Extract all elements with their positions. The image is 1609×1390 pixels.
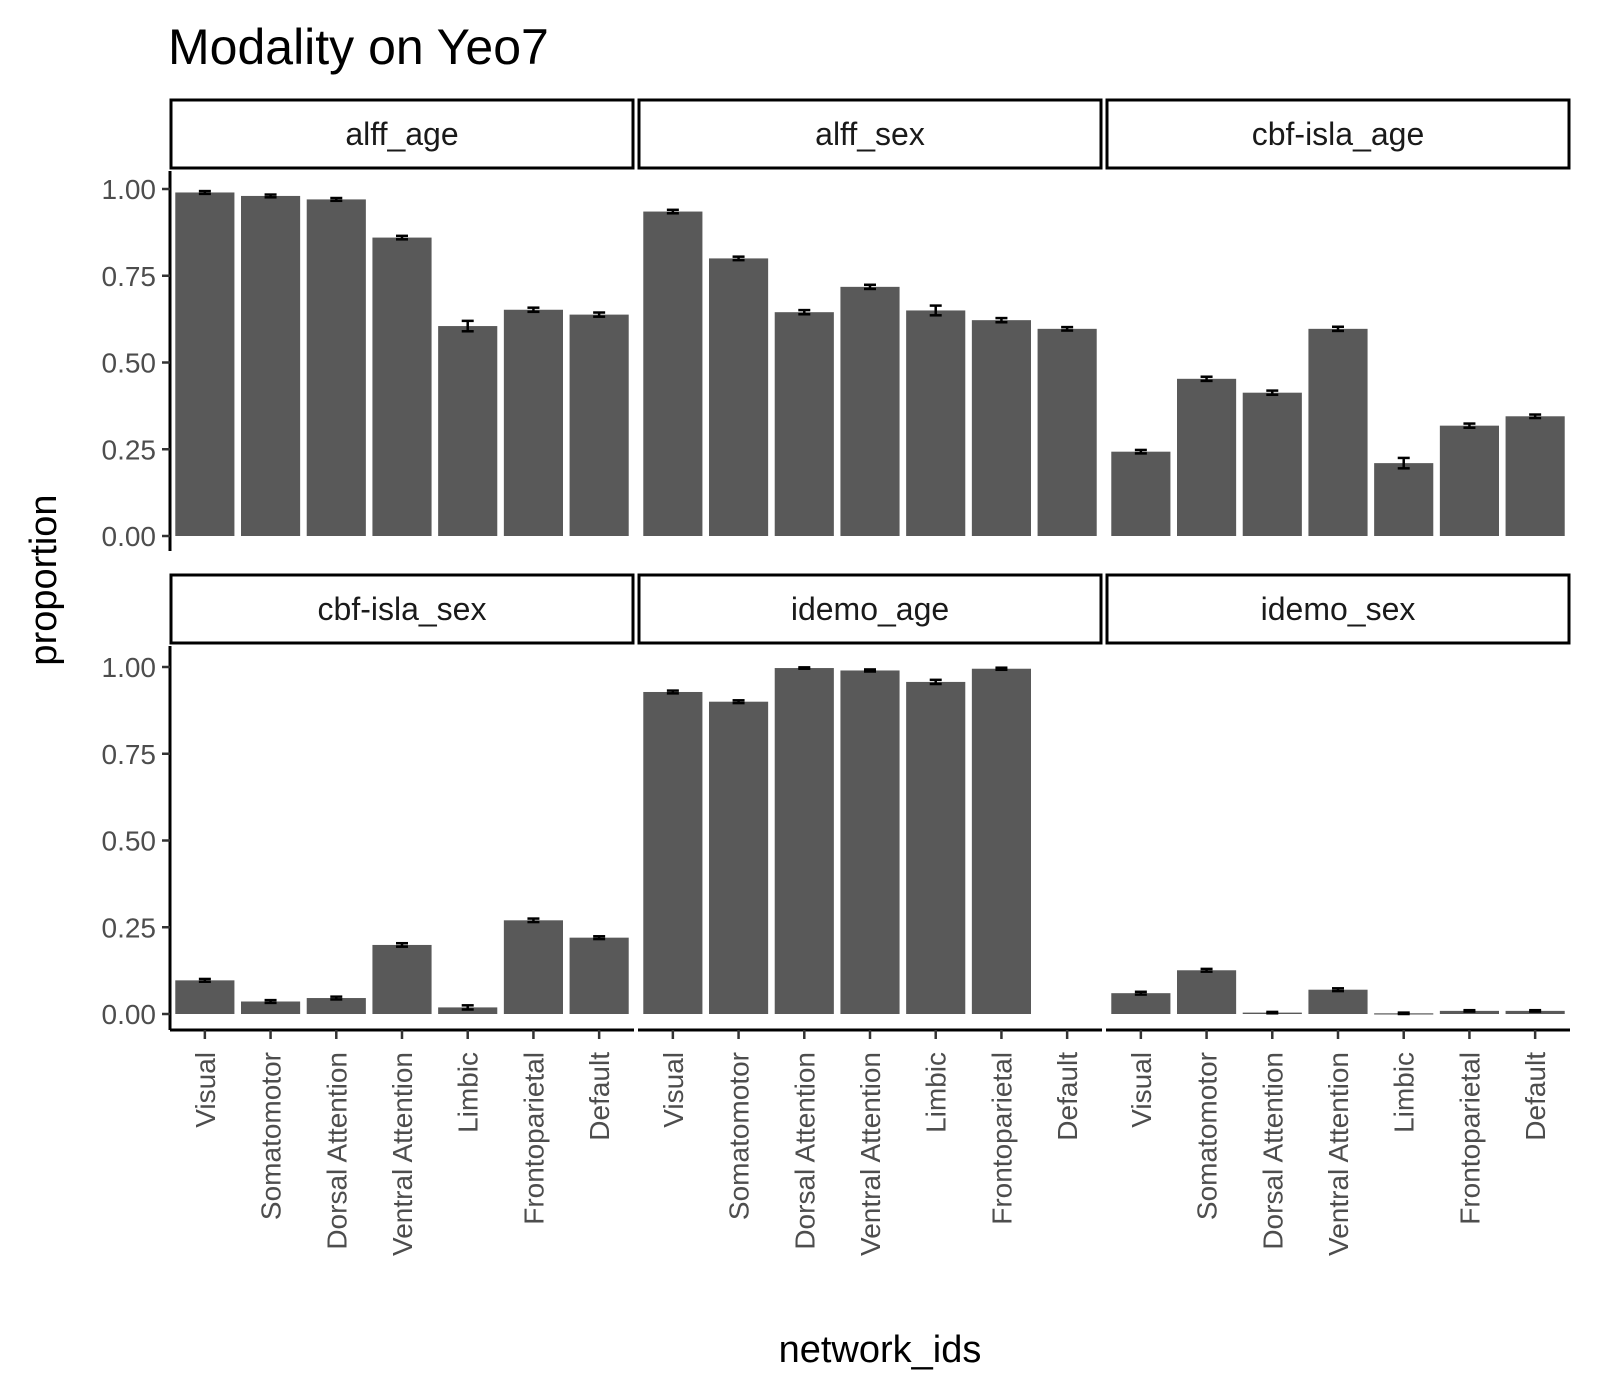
- bar: [438, 326, 498, 536]
- facet-strip: [637, 573, 1103, 645]
- y-tick-label: 0.50: [102, 348, 157, 379]
- facet-strip-label: cbf-isla_sex: [318, 591, 487, 627]
- bar: [840, 670, 900, 1014]
- bar: [503, 309, 563, 536]
- y-tick-label: 1.00: [102, 652, 157, 683]
- bar: [1242, 392, 1302, 536]
- x-tick-label: Dorsal Attention: [789, 1052, 820, 1250]
- facet-strip-label: idemo_age: [791, 591, 949, 627]
- facet-strip-label: alff_age: [345, 116, 458, 152]
- bar: [774, 668, 834, 1014]
- facet-strip-label: cbf-isla_age: [1252, 116, 1425, 152]
- x-tick-label: Default: [1052, 1052, 1083, 1141]
- bar: [306, 998, 366, 1014]
- x-tick-label: Ventral Attention: [855, 1052, 886, 1256]
- x-tick-label: Limbic: [921, 1052, 952, 1133]
- facet-strip: [1105, 98, 1571, 170]
- bar: [569, 937, 629, 1014]
- bar: [709, 258, 769, 536]
- x-tick-label: Visual: [190, 1052, 221, 1128]
- chart-title: Modality on Yeo7: [168, 19, 549, 75]
- bar: [1177, 970, 1237, 1014]
- x-tick-label: Ventral Attention: [387, 1052, 418, 1256]
- bar: [1037, 328, 1097, 536]
- facet-strip: [169, 573, 635, 645]
- bar: [503, 920, 563, 1014]
- bar: [569, 314, 629, 536]
- bar: [906, 681, 966, 1014]
- bar: [971, 668, 1031, 1014]
- bar: [971, 320, 1031, 536]
- bar: [241, 1001, 301, 1014]
- bar: [241, 195, 301, 536]
- x-tick-label: Somatomotor: [1192, 1052, 1223, 1220]
- facet-panels: alff_age 0.00 0.25 0.50 0.75 1.00 alff_sex cbf-…: [102, 98, 1571, 1256]
- facet-strip: [637, 98, 1103, 170]
- bar: [175, 192, 235, 536]
- facet-alff_sex: alff_sex: [637, 98, 1103, 536]
- y-tick-label: 0.25: [102, 434, 157, 465]
- bar: [709, 701, 769, 1014]
- y-tick-label: 0.75: [102, 261, 157, 292]
- bar: [372, 237, 432, 536]
- bar: [774, 312, 834, 536]
- bar: [306, 199, 366, 536]
- bar: [1439, 425, 1499, 536]
- x-tick-label: Default: [1520, 1052, 1551, 1141]
- facet-cbf-isla_age: cbf-isla_age: [1105, 98, 1571, 536]
- bar: [906, 310, 966, 536]
- x-tick-label: Frontoparietal: [518, 1052, 549, 1225]
- x-axis-title: network_ids: [779, 1329, 982, 1371]
- x-tick-label: Limbic: [453, 1052, 484, 1133]
- facet-strip: [169, 98, 635, 170]
- bar: [1308, 989, 1368, 1014]
- facet-idemo_age: idemo_age Visual Somatomotor Dorsal Attenti…: [637, 573, 1103, 1256]
- x-tick-label: Dorsal Attention: [1257, 1052, 1288, 1250]
- facet-strip-label: idemo_sex: [1261, 591, 1416, 627]
- bar: [1374, 463, 1434, 536]
- bar: [840, 286, 900, 536]
- x-tick-label: Visual: [658, 1052, 689, 1128]
- bar: [372, 944, 432, 1014]
- y-tick-label: 0.00: [102, 999, 157, 1030]
- bar: [1177, 378, 1237, 536]
- y-tick-label: 0.25: [102, 912, 157, 943]
- y-tick-label: 0.75: [102, 739, 157, 770]
- bar: [1505, 416, 1565, 536]
- bar: [1111, 451, 1171, 536]
- x-tick-label: Somatomotor: [256, 1052, 287, 1220]
- facet-idemo_sex: idemo_sex Visual Somatomotor Dorsal Attenti…: [1105, 573, 1571, 1256]
- x-tick-label: Default: [584, 1052, 615, 1141]
- y-tick-label: 0.00: [102, 521, 157, 552]
- facet-alff_age: alff_age 0.00 0.25 0.50 0.75 1.00: [102, 98, 635, 552]
- x-tick-label: Somatomotor: [724, 1052, 755, 1220]
- x-tick-label: Dorsal Attention: [321, 1052, 352, 1250]
- y-axis-title: proportion: [23, 494, 65, 665]
- bar: [1308, 328, 1368, 536]
- facet-strip: [1105, 573, 1571, 645]
- bar: [175, 980, 235, 1014]
- x-tick-label: Ventral Attention: [1323, 1052, 1354, 1256]
- bar: [643, 211, 703, 536]
- x-tick-label: Limbic: [1389, 1052, 1420, 1133]
- facet-strip-label: alff_sex: [815, 116, 925, 152]
- y-tick-label: 1.00: [102, 174, 157, 205]
- x-tick-label: Frontoparietal: [1454, 1052, 1485, 1225]
- bar: [643, 691, 703, 1014]
- x-tick-label: Frontoparietal: [986, 1052, 1017, 1225]
- bar: [1111, 993, 1171, 1014]
- x-tick-label: Visual: [1126, 1052, 1157, 1128]
- y-tick-label: 0.50: [102, 826, 157, 857]
- facet-cbf-isla_sex: cbf-isla_sex 0.00 0.25 0.50 0.75 1.00 Visual So…: [102, 573, 635, 1256]
